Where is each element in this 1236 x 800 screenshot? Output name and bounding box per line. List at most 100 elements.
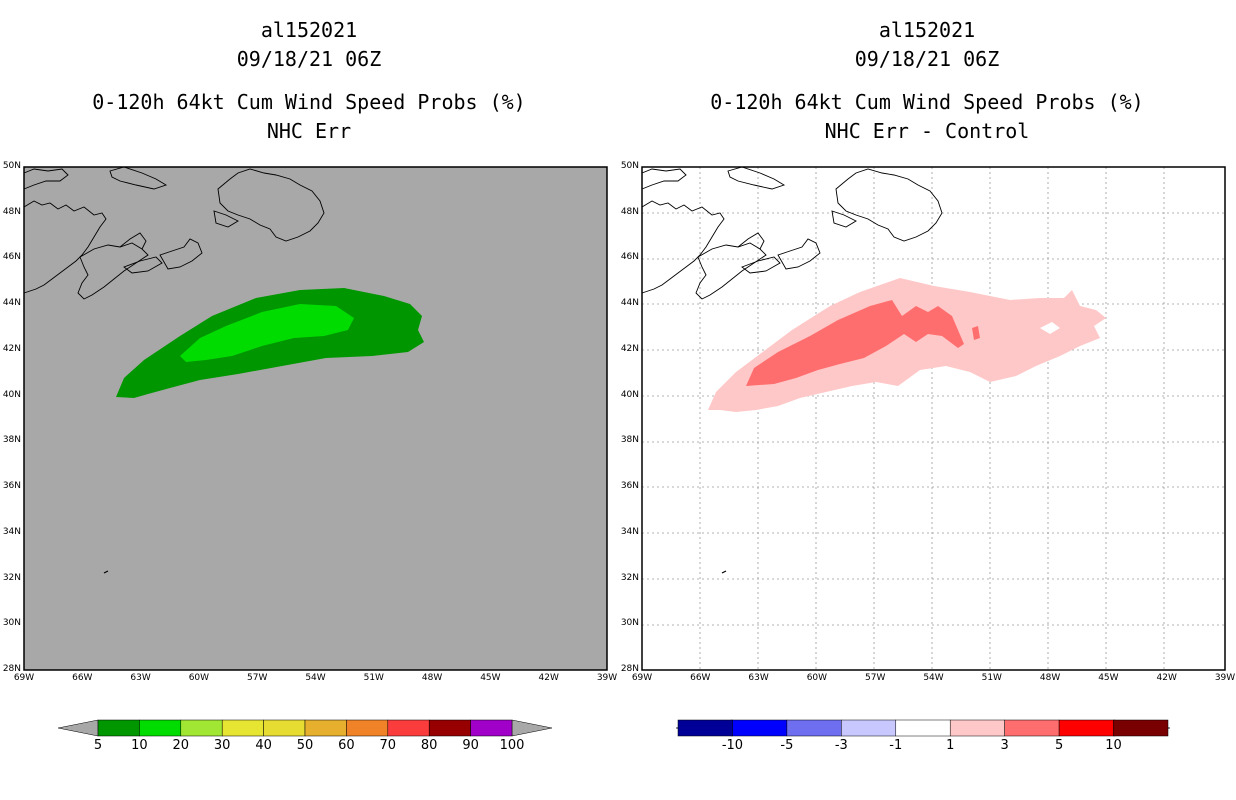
right-map <box>641 166 1226 671</box>
right-colorbar-label: 10 <box>1105 738 1122 753</box>
right-colorbar-label: -3 <box>834 738 848 753</box>
right-lat-label: 40N <box>620 389 639 400</box>
right-lat-label: 30N <box>620 618 639 629</box>
right-lon-label: 39W <box>1214 673 1236 683</box>
right-map-frame <box>641 166 1226 671</box>
left-lat-label: 30N <box>2 618 21 629</box>
left-lon-label: 51W <box>363 673 384 683</box>
left-lon-label: 39W <box>596 673 618 683</box>
right-lon-label: 69W <box>631 673 653 683</box>
right-colorbar-swatch <box>1058 719 1114 737</box>
right-diff-contour-3 <box>746 300 980 386</box>
left-lat-label: 38N <box>2 435 21 446</box>
right-lat-label: 34N <box>620 526 639 537</box>
right-lon-label: 60W <box>806 673 828 683</box>
left-colorbar-swatch <box>180 719 223 737</box>
right-lon-label: 51W <box>981 673 1002 683</box>
left-lat-label: 46N <box>2 252 21 263</box>
left-lat-label: 42N <box>2 343 21 354</box>
left-lat-label: 34N <box>2 526 21 537</box>
right-lon-label: 66W <box>690 673 711 683</box>
left-colorbar-label: 40 <box>255 738 272 753</box>
left-colorbar-high-triangle <box>511 719 553 737</box>
right-colorbar-swatch <box>949 719 1005 737</box>
left-lat-label: 28N <box>2 664 21 674</box>
right-lon-label: 54W <box>923 673 944 683</box>
left-prob-contour-10 <box>180 304 354 362</box>
right-diff-hole <box>1040 322 1060 334</box>
right-lat-label: 38N <box>620 435 639 446</box>
left-storm-id: al152021 <box>260 18 358 42</box>
right-colorbar-swatch <box>1004 719 1060 737</box>
right-diff-contour-1 <box>708 278 1106 412</box>
left-colorbar-label: 90 <box>462 738 479 753</box>
right-colorbar-swatch <box>1113 719 1169 737</box>
right-colorbar <box>675 719 1171 737</box>
right-colorbar-swatch <box>732 719 788 737</box>
right-lat-label: 48N <box>620 206 639 217</box>
left-lon-label: 45W <box>480 673 501 683</box>
right-colorbar-swatch <box>841 719 897 737</box>
right-colorbar-label: 1 <box>946 738 955 753</box>
left-lon-label: 48W <box>421 673 443 683</box>
right-colorbar-label: 3 <box>1000 738 1009 753</box>
right-lat-label: 50N <box>620 161 639 171</box>
right-lon-label: 57W <box>865 673 886 683</box>
right-product-title: 0-120h 64kt Cum Wind Speed Probs (%) <box>710 90 1144 114</box>
right-lon-label: 42W <box>1156 673 1177 683</box>
right-lon-label: 48W <box>1039 673 1061 683</box>
right-colorbar-swatch <box>786 719 842 737</box>
right-lat-label: 36N <box>620 481 639 492</box>
right-lon-label: 63W <box>748 673 769 683</box>
right-lat-label: 42N <box>620 343 639 354</box>
left-lat-label: 36N <box>2 481 21 492</box>
right-lat-label: 28N <box>620 664 639 674</box>
left-lat-label: 44N <box>2 298 21 309</box>
right-colorbar-label: -1 <box>889 738 903 753</box>
right-lon-label: 45W <box>1098 673 1119 683</box>
left-lon-label: 66W <box>72 673 93 683</box>
left-colorbar-label: 100 <box>499 738 525 753</box>
left-lon-label: 54W <box>305 673 326 683</box>
right-colorbar-label: -10 <box>721 738 744 753</box>
left-lat-label: 48N <box>2 206 21 217</box>
right-colorbar-label: 5 <box>1054 738 1064 753</box>
left-colorbar-label: 5 <box>93 738 103 753</box>
right-datetime: 09/18/21 06Z <box>854 47 1000 71</box>
left-colorbar-swatch <box>221 719 264 737</box>
right-colorbar-label: -5 <box>780 738 794 753</box>
right-lat-label: 44N <box>620 298 639 309</box>
left-lat-label: 32N <box>2 572 21 583</box>
left-colorbar-label: 60 <box>338 738 355 753</box>
left-colorbar-swatch <box>263 719 306 737</box>
right-subtitle: NHC Err - Control <box>824 119 1030 143</box>
left-lat-label: 50N <box>2 161 21 171</box>
right-colorbar-swatch <box>895 719 951 737</box>
left-colorbar-label: 30 <box>213 738 231 753</box>
left-colorbar <box>57 719 553 737</box>
left-colorbar-swatch <box>304 719 347 737</box>
left-map-frame <box>23 166 608 671</box>
left-lon-label: 60W <box>188 673 210 683</box>
right-colorbar-swatch <box>677 719 733 737</box>
left-colorbar-swatch <box>428 719 471 737</box>
left-colorbar-swatch <box>139 719 182 737</box>
right-storm-id: al152021 <box>878 18 976 42</box>
left-colorbar-swatch <box>470 719 513 737</box>
left-subtitle: NHC Err <box>266 119 352 143</box>
left-colorbar-swatch <box>346 719 389 737</box>
left-colorbar-swatch <box>97 719 140 737</box>
left-lon-label: 63W <box>130 673 151 683</box>
left-map <box>23 166 608 671</box>
left-colorbar-label: 80 <box>420 738 438 753</box>
left-colorbar-low-triangle <box>57 719 99 737</box>
left-colorbar-label: 50 <box>296 738 314 753</box>
left-colorbar-label: 70 <box>379 738 397 753</box>
left-datetime: 09/18/21 06Z <box>236 47 382 71</box>
left-lon-label: 42W <box>538 673 559 683</box>
right-lat-label: 46N <box>620 252 639 263</box>
left-colorbar-swatch <box>387 719 430 737</box>
left-colorbar-label: 10 <box>131 738 148 753</box>
left-lat-label: 40N <box>2 389 21 400</box>
